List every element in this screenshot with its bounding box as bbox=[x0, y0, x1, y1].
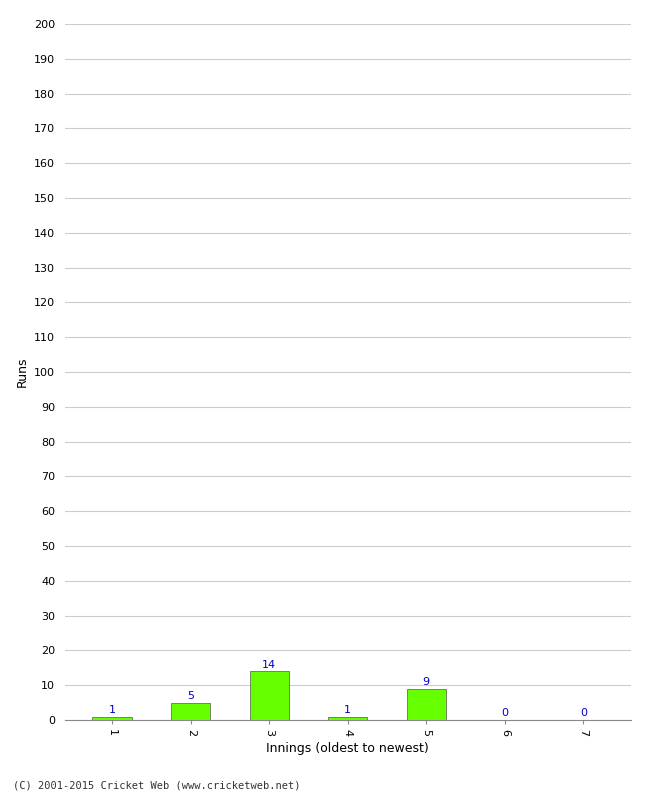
Text: 5: 5 bbox=[187, 691, 194, 701]
Y-axis label: Runs: Runs bbox=[16, 357, 29, 387]
Text: 14: 14 bbox=[262, 659, 276, 670]
Bar bbox=[92, 717, 132, 720]
Bar bbox=[328, 717, 367, 720]
Text: 0: 0 bbox=[501, 708, 508, 718]
Bar bbox=[250, 671, 289, 720]
Bar bbox=[407, 689, 446, 720]
X-axis label: Innings (oldest to newest): Innings (oldest to newest) bbox=[266, 742, 429, 754]
Text: 1: 1 bbox=[344, 705, 351, 714]
Text: (C) 2001-2015 Cricket Web (www.cricketweb.net): (C) 2001-2015 Cricket Web (www.cricketwe… bbox=[13, 781, 300, 790]
Text: 9: 9 bbox=[422, 677, 430, 687]
Text: 0: 0 bbox=[580, 708, 587, 718]
Bar bbox=[171, 702, 211, 720]
Text: 1: 1 bbox=[109, 705, 116, 714]
